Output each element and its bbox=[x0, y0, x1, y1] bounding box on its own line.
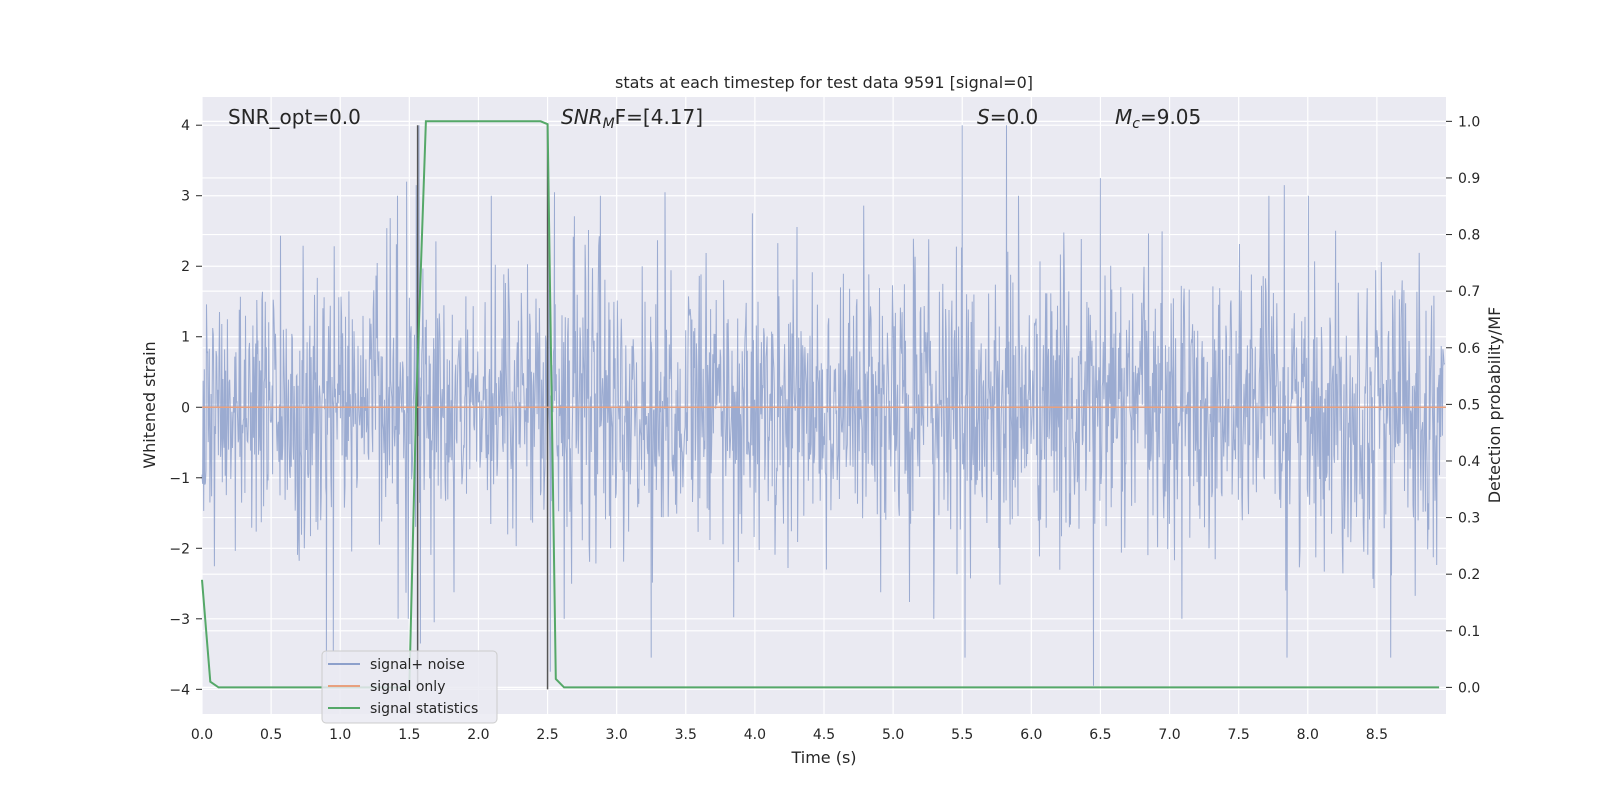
y2-tick-label: 0.7 bbox=[1458, 284, 1480, 300]
x-tick-label: 0.5 bbox=[260, 727, 282, 743]
annotation-snr-mf-sub: M bbox=[603, 116, 615, 132]
y-tick-label: −3 bbox=[169, 612, 190, 628]
annotation-mc-label: M bbox=[1115, 105, 1132, 129]
annotation-snr-mf-label: SNR bbox=[561, 105, 603, 129]
x-tick-label: 6.0 bbox=[1020, 727, 1042, 743]
y2-axis-label: Detection probability/MF bbox=[1485, 307, 1504, 504]
x-tick-label: 2.0 bbox=[467, 727, 489, 743]
signal-statistics-line bbox=[201, 120, 1440, 689]
x-axis-ticks: 0.0 0.5 1.0 1.5 2.0 2.5 3.0 3.5 4.0 4.5 5.0 5.5 6.0 6… bbox=[191, 727, 1388, 743]
legend: signal+ noise signal only signal statist… bbox=[321, 650, 498, 724]
y-axis-label: Whitened strain bbox=[140, 341, 159, 468]
noise-trace bbox=[201, 125, 1446, 686]
series-signal-noise bbox=[201, 125, 1446, 686]
y-tick-label: −4 bbox=[169, 682, 190, 698]
chart-title: stats at each timestep for test data 959… bbox=[615, 73, 1033, 92]
y-axis-ticks: 4 3 2 1 0 −1 −2 −3 −4 bbox=[169, 118, 202, 698]
y2-tick-label: 0.4 bbox=[1458, 454, 1480, 470]
x-tick-label: 5.0 bbox=[882, 727, 904, 743]
y2-tick-label: 0.1 bbox=[1458, 624, 1480, 640]
y2-tick-label: 1.0 bbox=[1458, 114, 1480, 130]
series-signal-statistics bbox=[201, 120, 1440, 689]
x-tick-label: 7.5 bbox=[1228, 727, 1250, 743]
y2-tick-label: 0.6 bbox=[1458, 341, 1480, 357]
annotation-snr-mf: SNRMF=[4.17] bbox=[561, 105, 703, 132]
y2-tick-label: 0.2 bbox=[1458, 567, 1480, 583]
annotation-s: S=0.0 bbox=[977, 105, 1038, 129]
y2-tick-label: 0.0 bbox=[1458, 680, 1480, 696]
x-tick-label: 1.5 bbox=[398, 727, 420, 743]
x-tick-label: 2.5 bbox=[536, 727, 558, 743]
x-tick-label: 8.0 bbox=[1297, 727, 1319, 743]
x-tick-label: 4.5 bbox=[813, 727, 835, 743]
annotation-snr-mf-suffix: F=[4.17] bbox=[615, 105, 703, 129]
x-tick-label: 3.0 bbox=[606, 727, 628, 743]
y2-tick-label: 0.9 bbox=[1458, 171, 1480, 187]
grid-lines bbox=[201, 97, 1446, 714]
legend-label-signal-statistics: signal statistics bbox=[370, 701, 478, 717]
y2-tick-label: 0.5 bbox=[1458, 397, 1480, 413]
x-axis-label: Time (s) bbox=[790, 748, 856, 767]
x-tick-label: 0.0 bbox=[191, 727, 213, 743]
x-tick-label: 6.5 bbox=[1089, 727, 1111, 743]
x-tick-label: 5.5 bbox=[951, 727, 973, 743]
legend-label-signal-noise: signal+ noise bbox=[370, 657, 465, 673]
y-tick-label: 1 bbox=[181, 330, 190, 346]
annotation-mc: Mc=9.05 bbox=[1115, 105, 1201, 132]
annotation-s-label: S bbox=[977, 105, 990, 129]
y-tick-label: −1 bbox=[169, 471, 190, 487]
x-tick-label: 1.0 bbox=[329, 727, 351, 743]
y2-tick-label: 0.8 bbox=[1458, 228, 1480, 244]
x-tick-label: 8.5 bbox=[1366, 727, 1388, 743]
y-tick-label: 4 bbox=[181, 118, 190, 134]
y2-axis-ticks: 1.0 0.9 0.8 0.7 0.6 0.5 0.4 0.3 0.2 0.1 0.0 bbox=[1446, 114, 1480, 696]
legend-label-signal-only: signal only bbox=[370, 679, 445, 695]
y-tick-label: −2 bbox=[169, 541, 190, 557]
annotation-mc-value: =9.05 bbox=[1140, 105, 1201, 129]
legend-box bbox=[321, 650, 498, 724]
y-tick-label: 2 bbox=[181, 259, 190, 275]
annotation-mc-sub: c bbox=[1132, 116, 1140, 132]
y2-tick-label: 0.3 bbox=[1458, 511, 1480, 527]
y-tick-label: 0 bbox=[181, 400, 190, 416]
x-tick-label: 4.0 bbox=[744, 727, 766, 743]
annotation-s-value: =0.0 bbox=[990, 105, 1039, 129]
x-tick-label: 3.5 bbox=[675, 727, 697, 743]
annotation-snr-opt: SNR_opt=0.0 bbox=[228, 105, 361, 129]
y-tick-label: 3 bbox=[181, 189, 190, 205]
x-tick-label: 7.0 bbox=[1158, 727, 1180, 743]
